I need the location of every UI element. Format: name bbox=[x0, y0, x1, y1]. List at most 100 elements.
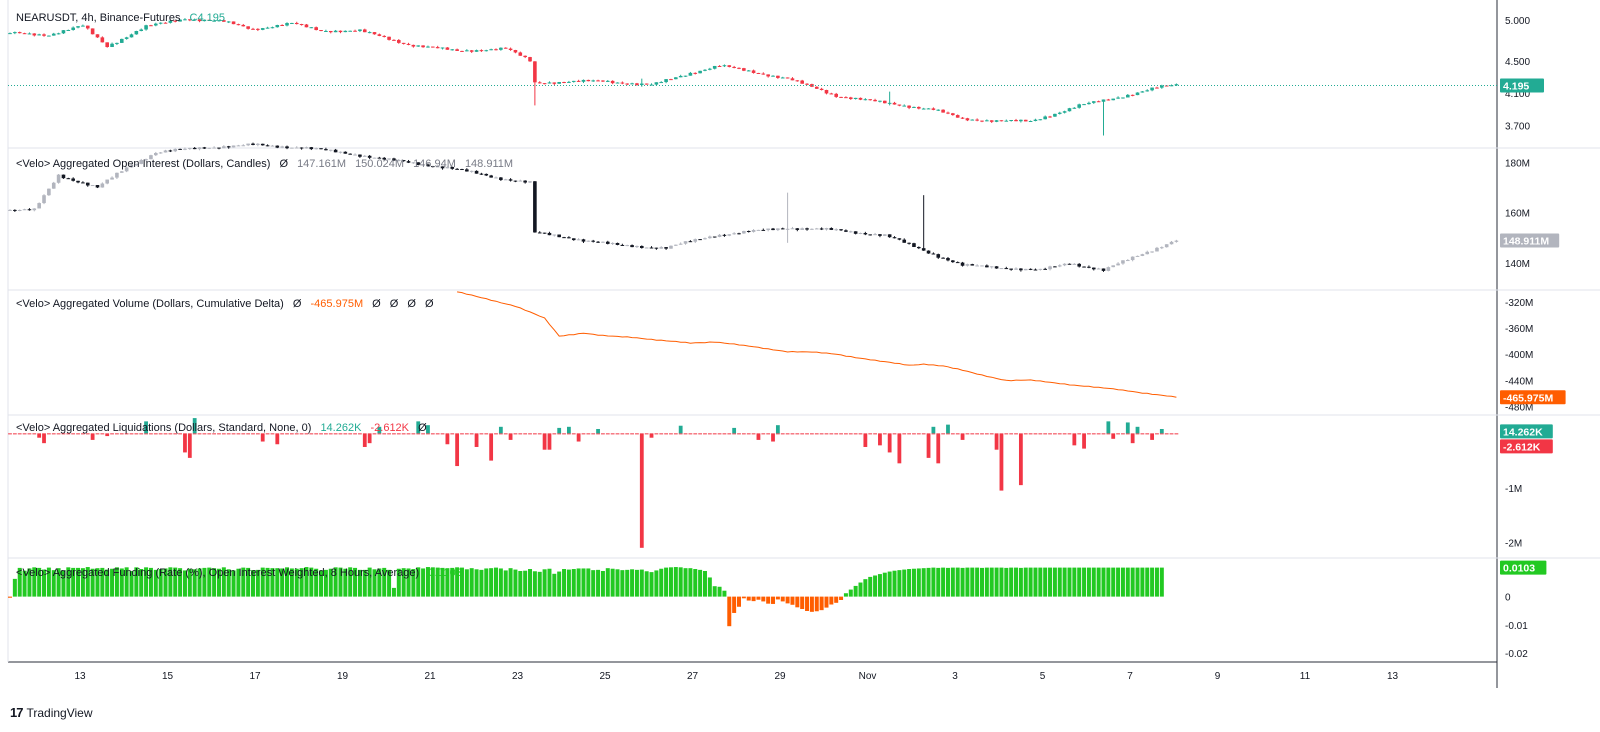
funding-bar bbox=[66, 567, 71, 597]
oi-candle bbox=[105, 179, 109, 184]
oi-candle bbox=[260, 143, 265, 146]
oi-candle bbox=[129, 165, 134, 168]
liq-long-bar bbox=[717, 433, 722, 435]
liq-long-bar bbox=[513, 433, 518, 435]
price-candle bbox=[985, 120, 989, 122]
price-candle bbox=[722, 65, 727, 67]
oi-candle bbox=[275, 145, 280, 148]
oi-candle bbox=[192, 147, 197, 150]
oi-candle bbox=[358, 154, 362, 157]
oi-candle bbox=[503, 179, 508, 181]
funding-bar bbox=[192, 569, 197, 597]
funding-bar bbox=[139, 569, 144, 597]
price-candle bbox=[251, 28, 255, 30]
price-candle bbox=[455, 49, 459, 51]
oi-candle bbox=[377, 157, 382, 159]
liq-long-bar bbox=[775, 433, 780, 435]
price-candle bbox=[785, 77, 790, 79]
funding-bar bbox=[566, 569, 571, 597]
liq-long-bar bbox=[187, 433, 192, 458]
price-candle bbox=[576, 80, 581, 82]
liq-long-bar bbox=[494, 433, 498, 435]
liq-long-bar bbox=[746, 433, 751, 435]
oi-axis-tick: 160M bbox=[1505, 209, 1530, 220]
price-candle bbox=[795, 80, 800, 82]
funding-bar bbox=[819, 596, 824, 611]
price-candle bbox=[921, 108, 926, 110]
cvd-legend-0: Ø bbox=[292, 298, 302, 310]
liq-long-bar bbox=[887, 433, 892, 453]
funding-bar bbox=[741, 596, 746, 599]
liq-long-bar bbox=[1067, 433, 1072, 435]
liq-long-bar bbox=[912, 433, 916, 435]
liq-long-bar bbox=[868, 433, 873, 435]
price-candle bbox=[848, 97, 853, 99]
oi-candle bbox=[158, 152, 163, 154]
oi-candle bbox=[61, 174, 66, 179]
funding-bar bbox=[1014, 567, 1019, 597]
liq-long-bar bbox=[834, 433, 839, 435]
price-candle bbox=[810, 84, 814, 87]
liq-long-bar bbox=[508, 433, 513, 440]
oi-candle bbox=[212, 147, 216, 149]
funding-bar bbox=[80, 568, 85, 597]
price-candle bbox=[382, 35, 387, 37]
funding-bar bbox=[994, 567, 999, 597]
tradingview-branding[interactable]: 17 TradingView bbox=[10, 705, 93, 720]
liq-long-bar bbox=[314, 433, 319, 435]
price-candle bbox=[445, 47, 450, 50]
funding-bar bbox=[630, 569, 635, 597]
price-candle bbox=[489, 49, 493, 51]
liq-long-bar bbox=[950, 433, 955, 435]
liq-long-bar bbox=[450, 433, 455, 435]
oi-candle bbox=[455, 168, 459, 170]
price-candle bbox=[8, 33, 12, 35]
oi-candle bbox=[134, 163, 139, 166]
funding-bar bbox=[348, 567, 353, 597]
funding-legend: <Velo> Aggregated Funding (Rate (%), Ope… bbox=[16, 567, 462, 579]
price-candle bbox=[265, 27, 270, 29]
price-candle bbox=[217, 20, 221, 22]
funding-bar bbox=[148, 567, 153, 597]
funding-bar bbox=[469, 568, 474, 597]
liq-long-bar bbox=[12, 433, 17, 435]
liq-short-bar bbox=[557, 427, 562, 434]
price-candle bbox=[605, 80, 610, 82]
liq-long-bar bbox=[358, 433, 362, 435]
oi-candle bbox=[683, 241, 688, 244]
oi-candle bbox=[824, 228, 829, 230]
oi-candle bbox=[343, 151, 348, 154]
oi-candle bbox=[421, 164, 425, 166]
liq-long-bar bbox=[644, 433, 649, 435]
price-candle bbox=[868, 99, 873, 101]
liq-long-bar bbox=[805, 433, 809, 435]
oi-candle bbox=[382, 157, 387, 160]
liq-short-bar bbox=[1159, 428, 1164, 434]
liq-long-bar bbox=[1101, 433, 1106, 435]
price-candle bbox=[47, 35, 51, 37]
oi-candle bbox=[280, 146, 284, 148]
liq-long-bar bbox=[994, 433, 999, 450]
liq-long-bar bbox=[537, 433, 542, 435]
price-last-tag: 4.195 bbox=[1503, 81, 1529, 93]
funding-bar bbox=[1009, 567, 1014, 597]
cvd-legend-3: Ø bbox=[389, 298, 399, 310]
liq-long-bar bbox=[479, 433, 484, 435]
price-candle bbox=[1033, 119, 1038, 121]
funding-bar bbox=[158, 569, 163, 597]
liq-long-bar bbox=[980, 433, 984, 435]
oi-candle bbox=[557, 234, 561, 238]
price-candle bbox=[780, 77, 785, 79]
liq-legend-2: Ø bbox=[418, 422, 427, 434]
price-candle bbox=[858, 97, 863, 100]
price-candle bbox=[615, 82, 620, 84]
liq-long-bar bbox=[153, 433, 158, 435]
price-candle bbox=[431, 46, 435, 48]
liq-long-bar bbox=[1028, 433, 1033, 435]
oi-candle bbox=[494, 177, 498, 179]
price-candle bbox=[124, 37, 129, 39]
funding-bar bbox=[503, 570, 508, 597]
funding-bar bbox=[27, 568, 32, 597]
